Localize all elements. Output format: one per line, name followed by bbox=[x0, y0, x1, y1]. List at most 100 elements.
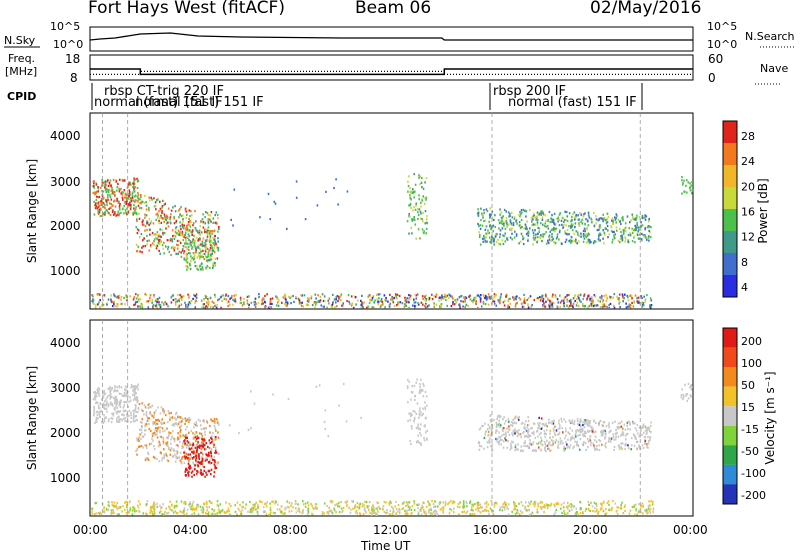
range-cell bbox=[140, 437, 142, 440]
range-cell bbox=[290, 295, 293, 298]
range-cell bbox=[420, 201, 422, 204]
range-cell bbox=[201, 438, 204, 441]
range-cell bbox=[108, 202, 111, 205]
range-cell bbox=[576, 418, 579, 421]
range-cell bbox=[413, 384, 416, 388]
range-cell bbox=[165, 219, 168, 222]
range-cell bbox=[334, 306, 336, 309]
range-cell bbox=[633, 218, 635, 221]
range-cell bbox=[592, 428, 594, 431]
range-cell bbox=[474, 297, 477, 300]
range-cell bbox=[573, 211, 576, 214]
range-cell bbox=[398, 508, 401, 511]
range-cell bbox=[281, 301, 283, 304]
range-cell bbox=[509, 236, 512, 239]
range-cell bbox=[304, 502, 307, 505]
range-cell bbox=[211, 252, 213, 255]
range-cell bbox=[644, 438, 646, 441]
range-cell bbox=[516, 295, 518, 298]
range-cell bbox=[94, 306, 97, 309]
range-cell bbox=[99, 403, 102, 406]
range-cell bbox=[411, 427, 413, 430]
range-cell bbox=[393, 305, 396, 308]
range-cell bbox=[543, 213, 545, 216]
range-cell bbox=[162, 422, 164, 425]
range-cell bbox=[102, 396, 105, 399]
range-cell bbox=[180, 251, 182, 254]
range-cell bbox=[111, 188, 114, 191]
range-cell bbox=[601, 217, 603, 220]
range-cell bbox=[556, 298, 559, 301]
range-cell bbox=[601, 424, 604, 427]
range-cell bbox=[594, 435, 597, 438]
range-cell bbox=[506, 427, 508, 430]
range-cell bbox=[414, 395, 416, 398]
range-cell bbox=[409, 190, 411, 193]
range-cell bbox=[152, 222, 155, 225]
range-cell bbox=[540, 436, 542, 439]
range-cell bbox=[196, 229, 199, 233]
range-cell bbox=[105, 208, 108, 212]
range-cell bbox=[184, 245, 186, 248]
range-cell bbox=[502, 418, 504, 421]
range-cell bbox=[298, 298, 301, 301]
range-cell bbox=[150, 509, 153, 513]
range-cell bbox=[141, 421, 143, 424]
range-cell bbox=[97, 186, 99, 189]
range-cell bbox=[163, 421, 166, 425]
range-cell bbox=[95, 192, 97, 195]
range-cell bbox=[633, 504, 636, 507]
range-cell bbox=[281, 510, 283, 513]
range-cell bbox=[493, 238, 495, 241]
range-cell bbox=[196, 434, 199, 438]
range-cell bbox=[141, 418, 143, 421]
range-cell bbox=[191, 475, 193, 478]
range-cell bbox=[640, 511, 642, 514]
range-cell bbox=[214, 263, 217, 266]
range-cell bbox=[608, 233, 611, 236]
range-cell bbox=[594, 448, 596, 451]
range-cell bbox=[108, 181, 111, 184]
range-cell bbox=[502, 234, 504, 237]
range-cell bbox=[549, 432, 551, 435]
range-cell bbox=[617, 297, 619, 300]
range-cell bbox=[199, 264, 201, 267]
range-cell bbox=[176, 423, 178, 426]
range-cell bbox=[186, 248, 188, 251]
range-cell bbox=[418, 412, 421, 415]
range-cell bbox=[187, 229, 190, 233]
range-cell bbox=[479, 427, 482, 430]
range-cell bbox=[625, 230, 627, 233]
freq-panel-frame bbox=[89, 54, 694, 81]
range-cell bbox=[405, 510, 408, 513]
range-cell bbox=[350, 295, 353, 298]
range-cell bbox=[646, 509, 649, 512]
range-cell bbox=[451, 502, 454, 505]
range-cell bbox=[551, 303, 553, 306]
range-cell bbox=[398, 294, 401, 298]
range-cell bbox=[435, 295, 437, 298]
range-cell bbox=[112, 209, 114, 212]
range-cell bbox=[210, 501, 213, 505]
range-cell bbox=[584, 435, 586, 438]
range-cell bbox=[520, 449, 523, 452]
range-cell bbox=[483, 209, 485, 212]
range-cell bbox=[509, 214, 511, 217]
range-cell bbox=[198, 453, 200, 456]
range-cell bbox=[621, 431, 624, 434]
range-cell bbox=[444, 500, 447, 504]
range-cell bbox=[571, 436, 574, 440]
range-cell bbox=[645, 215, 648, 218]
range-cell bbox=[192, 437, 194, 440]
range-cell bbox=[557, 440, 560, 443]
range-cell bbox=[170, 213, 172, 216]
range-cell bbox=[420, 411, 422, 414]
range-cell bbox=[571, 504, 574, 507]
range-cell bbox=[507, 431, 509, 434]
range-cell bbox=[651, 503, 654, 506]
range-cell bbox=[536, 221, 539, 224]
range-cell bbox=[282, 296, 285, 299]
range-cell bbox=[425, 232, 427, 235]
range-cell bbox=[210, 436, 212, 439]
range-cell bbox=[183, 455, 186, 458]
